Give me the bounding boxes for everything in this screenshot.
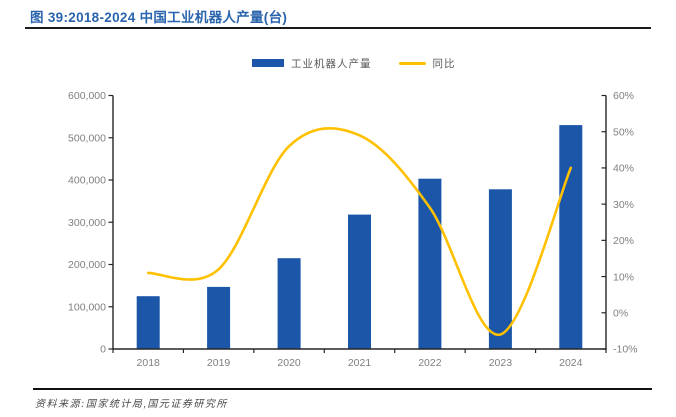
left-tick-label: 600,000 [68, 90, 106, 102]
left-tick-label: 100,000 [68, 301, 106, 313]
x-axis-labels: 2018 2019 2020 2021 2022 2023 2024 [137, 357, 583, 369]
title-divider [25, 27, 651, 29]
left-tick-label: 0 [100, 344, 106, 356]
left-tick-label: 200,000 [68, 259, 106, 271]
bar-2019 [207, 286, 231, 349]
right-tick-label: 60% [613, 90, 634, 102]
right-tick-label: 10% [613, 271, 634, 283]
axes [108, 94, 607, 353]
x-tick-label: 2018 [137, 357, 161, 369]
bar-2021 [348, 214, 371, 349]
line-legend-swatch [398, 61, 426, 65]
left-tick-label: 400,000 [68, 175, 106, 187]
right-tick-label: 0% [613, 308, 628, 320]
right-axis-labels: -10% 0% 10% 20% 30% 40% 50% 60% [613, 90, 638, 356]
figure-title: 图 39:2018-2024 中国工业机器人产量(台) [30, 10, 288, 25]
right-tick-label: 20% [613, 235, 634, 247]
x-tick-label: 2022 [418, 357, 442, 369]
x-tick-label: 2020 [277, 357, 301, 369]
right-tick-label: 30% [613, 199, 634, 211]
bar-legend-swatch [252, 59, 284, 67]
x-tick-label: 2021 [348, 357, 372, 369]
x-tick-label: 2024 [559, 357, 583, 369]
bar-2022 [418, 178, 442, 349]
right-tick-label: 40% [613, 163, 634, 175]
chart-legend: 工业机器人产量 同比 [252, 56, 456, 70]
source-divider [33, 388, 652, 390]
line-legend-label: 同比 [432, 57, 456, 70]
left-axis-labels: 0 100,000 200,000 300,000 400,000 500,000 600,… [68, 90, 106, 356]
x-tick-label: 2023 [489, 357, 513, 369]
bar-2024 [559, 125, 583, 349]
line-series [146, 127, 573, 336]
bar-legend-label: 工业机器人产量 [291, 57, 372, 70]
bar-2023 [488, 189, 512, 349]
left-tick-label: 300,000 [68, 217, 106, 229]
right-tick-label: 50% [613, 126, 634, 138]
x-tick-label: 2019 [207, 357, 231, 369]
bar-2020 [277, 258, 301, 349]
source-note: 资料来源:国家统计局,国元证券研究所 [35, 399, 228, 410]
yoy-line [146, 127, 573, 336]
left-tick-label: 500,000 [68, 132, 106, 144]
right-tick-label: -10% [613, 344, 638, 356]
bar-2018 [136, 296, 160, 349]
